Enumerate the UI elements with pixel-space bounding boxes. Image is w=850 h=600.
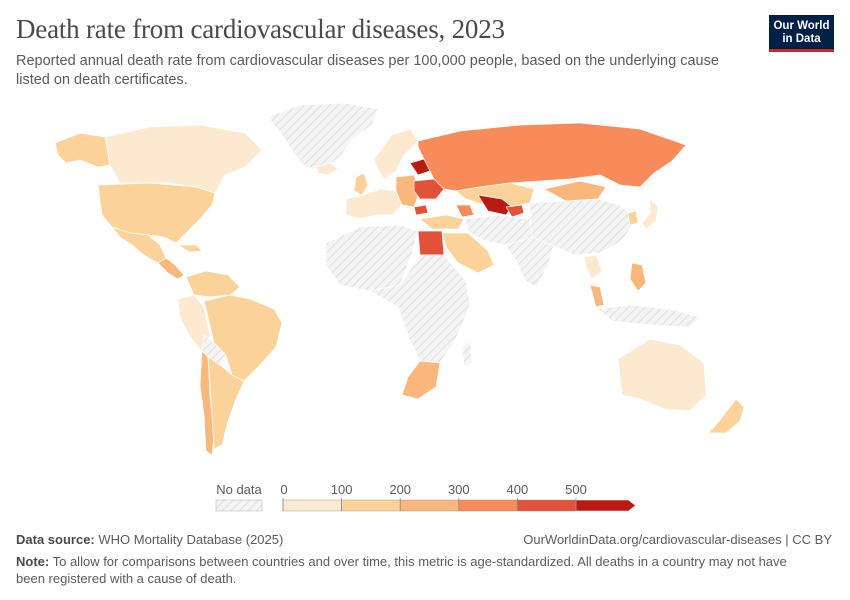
- legend-tick-label-5: 500: [565, 482, 587, 497]
- source-label: Data source:: [16, 532, 95, 547]
- region-indonesia[interactable]: [597, 304, 701, 328]
- logo-line-2: in Data: [782, 33, 821, 45]
- region-new-zealand[interactable]: [707, 398, 745, 434]
- region-saudi-arabia[interactable]: [441, 232, 495, 274]
- world-map[interactable]: [0, 95, 850, 470]
- chart-subtitle: Reported annual death rate from cardiova…: [16, 53, 719, 88]
- region-canada[interactable]: [104, 124, 263, 194]
- legend-bin-5: [575, 499, 637, 512]
- note-label: Note:: [16, 554, 50, 569]
- legend-bin-2: [400, 499, 460, 512]
- chart-title: Death rate from cardiovascular diseases,…: [16, 14, 505, 44]
- region-russia[interactable]: [417, 122, 687, 192]
- region-iceland[interactable]: [315, 162, 339, 176]
- region-northern-south-america[interactable]: [185, 270, 241, 298]
- legend-bin-1: [341, 499, 401, 512]
- source-text: WHO Mortality Database (2025): [98, 532, 284, 547]
- region-japan[interactable]: [641, 198, 659, 230]
- region-korea[interactable]: [627, 210, 639, 226]
- logo-line-1: Our World: [773, 20, 830, 32]
- region-usa[interactable]: [97, 182, 216, 244]
- owid-logo[interactable]: Our World in Data: [769, 15, 834, 52]
- legend-no-data-swatch: [215, 499, 263, 512]
- region-central-africa[interactable]: [369, 254, 471, 364]
- region-australia[interactable]: [617, 338, 707, 412]
- region-philippines[interactable]: [629, 262, 647, 292]
- legend-tick-label-3: 300: [448, 482, 470, 497]
- region-bulgaria[interactable]: [413, 204, 429, 216]
- region-greenland[interactable]: [267, 102, 379, 171]
- region-china[interactable]: [529, 198, 637, 256]
- legend-no-data-label: No data: [216, 482, 262, 497]
- data-source: Data source: WHO Mortality Database (202…: [16, 532, 283, 547]
- legend-tick-label-1: 100: [331, 482, 353, 497]
- region-alaska[interactable]: [54, 132, 111, 168]
- region-turkey[interactable]: [419, 214, 465, 230]
- region-scandinavia[interactable]: [373, 128, 419, 180]
- legend-bin-4: [517, 499, 577, 512]
- region-argentina[interactable]: [207, 356, 245, 450]
- region-caucasus[interactable]: [455, 204, 475, 218]
- legend-bin-0: [282, 499, 342, 512]
- region-caribbean[interactable]: [177, 244, 203, 253]
- region-india[interactable]: [505, 236, 555, 288]
- region-kyrgyzstan[interactable]: [505, 204, 525, 218]
- legend-tick-label-4: 400: [507, 482, 529, 497]
- region-madagascar[interactable]: [461, 340, 473, 368]
- region-north-africa[interactable]: [325, 224, 419, 292]
- legend-bin-3: [458, 499, 518, 512]
- legend-tick-label-0: 0: [280, 482, 287, 497]
- region-western-europe[interactable]: [345, 188, 403, 220]
- color-legend: No data 0 100 200 300 400 500: [215, 482, 637, 512]
- region-egypt[interactable]: [417, 230, 445, 256]
- region-thailand[interactable]: [583, 254, 603, 280]
- note-text: To allow for comparisons between countri…: [16, 554, 787, 586]
- source-url[interactable]: OurWorldinData.org/cardiovascular-diseas…: [523, 532, 832, 547]
- region-uk[interactable]: [353, 172, 369, 196]
- region-mongolia[interactable]: [543, 180, 607, 202]
- footnote: Note: To allow for comparisons between c…: [16, 553, 816, 587]
- region-central-america[interactable]: [157, 257, 185, 280]
- legend-tick-label-2: 200: [389, 482, 411, 497]
- region-malaysia[interactable]: [589, 284, 605, 308]
- region-south-africa[interactable]: [401, 360, 441, 400]
